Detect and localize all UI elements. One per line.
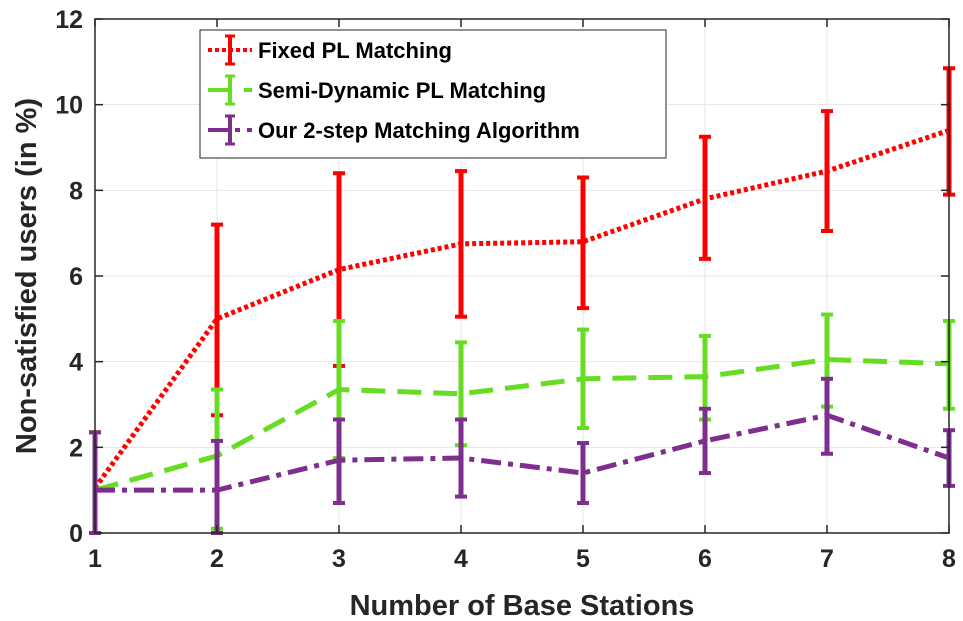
legend-box bbox=[199, 29, 667, 159]
y-tick-label: 12 bbox=[55, 6, 83, 34]
y-tick-label: 6 bbox=[69, 263, 83, 291]
x-tick-label: 8 bbox=[942, 545, 956, 573]
legend-label: Our 2-step Matching Algorithm bbox=[258, 118, 580, 143]
series-line bbox=[95, 412, 950, 493]
y-tick-label: 0 bbox=[69, 520, 83, 548]
y-tick-label: 8 bbox=[69, 177, 83, 205]
series-line bbox=[92, 127, 950, 490]
x-axis-label: Number of Base Stations bbox=[350, 590, 695, 621]
x-tick-label: 7 bbox=[820, 545, 834, 573]
x-tick-label: 3 bbox=[332, 545, 346, 573]
series-group bbox=[89, 66, 955, 535]
legend-label: Semi-Dynamic PL Matching bbox=[258, 78, 546, 103]
series-line bbox=[94, 357, 950, 493]
legend-label: Fixed PL Matching bbox=[258, 38, 452, 63]
y-axis-label: Non-satisfied users (in %) bbox=[11, 98, 43, 454]
y-tick-label: 4 bbox=[69, 349, 83, 377]
legend-item: Semi-Dynamic PL Matching bbox=[208, 74, 546, 106]
legend: Fixed PL Matching Semi-Dynamic PL Matchin… bbox=[199, 29, 667, 159]
series-1 bbox=[89, 66, 955, 535]
x-tick-label: 4 bbox=[454, 545, 468, 573]
y-tick-label: 10 bbox=[55, 92, 83, 120]
y-tick-label: 2 bbox=[69, 434, 83, 462]
legend-item: Our 2-step Matching Algorithm bbox=[208, 114, 580, 146]
legend-item: Fixed PL Matching bbox=[208, 34, 452, 66]
x-tick-label: 6 bbox=[698, 545, 712, 573]
x-tick-label: 5 bbox=[576, 545, 590, 573]
x-tick-label: 2 bbox=[210, 545, 224, 573]
x-tick-label: 1 bbox=[88, 545, 102, 573]
